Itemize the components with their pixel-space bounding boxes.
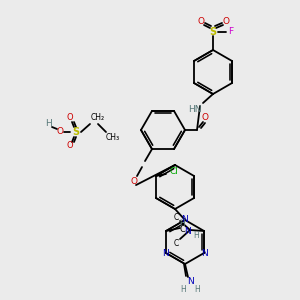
Text: O: O — [67, 142, 73, 151]
Text: CH₃: CH₃ — [106, 133, 120, 142]
Text: H: H — [194, 286, 200, 295]
Text: N: N — [182, 215, 188, 224]
Text: O: O — [130, 177, 137, 186]
Text: N: N — [184, 226, 191, 236]
Text: C: C — [173, 212, 179, 221]
Text: H: H — [45, 119, 51, 128]
Text: F: F — [228, 28, 234, 37]
Text: N: N — [201, 248, 207, 257]
Text: HN: HN — [188, 104, 202, 113]
Text: H: H — [179, 218, 185, 227]
Text: C: C — [173, 238, 179, 247]
Text: O: O — [197, 17, 205, 26]
Text: Cl: Cl — [169, 167, 178, 176]
Text: H: H — [180, 286, 186, 295]
Text: N: N — [163, 248, 169, 257]
Text: S: S — [72, 127, 80, 137]
Text: O: O — [202, 113, 208, 122]
Text: S: S — [209, 27, 217, 37]
Text: N: N — [187, 278, 194, 286]
Text: C: C — [179, 224, 185, 233]
Text: O: O — [67, 112, 73, 122]
Text: O: O — [56, 128, 64, 136]
Text: H: H — [193, 232, 199, 241]
Text: CH₂: CH₂ — [91, 113, 105, 122]
Text: O: O — [223, 17, 230, 26]
